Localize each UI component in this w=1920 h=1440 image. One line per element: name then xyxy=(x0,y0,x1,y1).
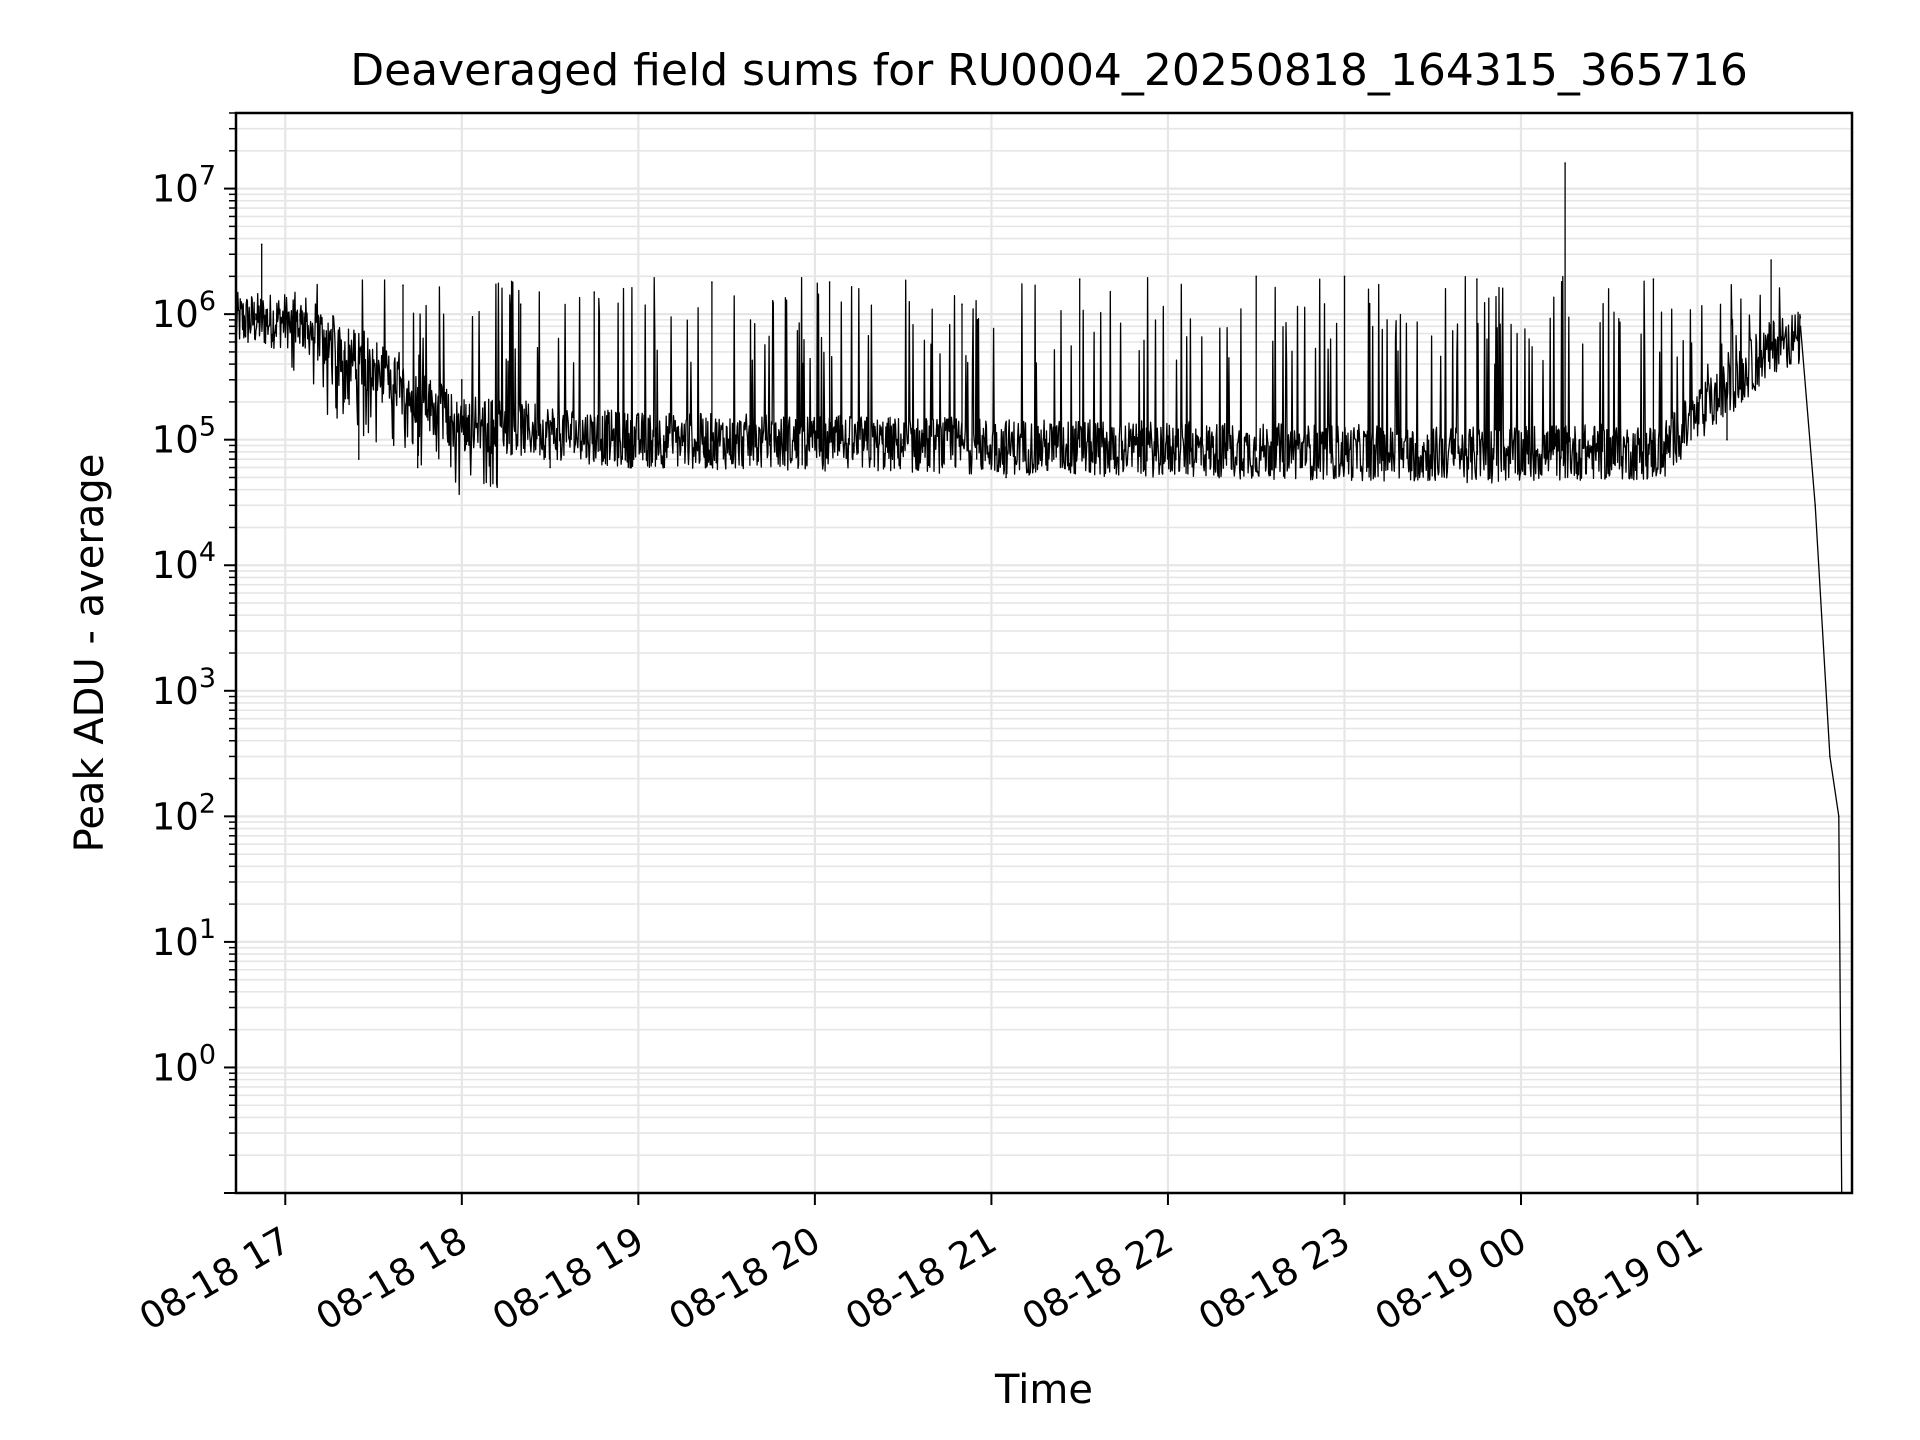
data-point xyxy=(255,313,257,315)
data-point xyxy=(490,451,493,453)
y-tick-label: 107 xyxy=(152,161,216,211)
data-point xyxy=(358,458,360,460)
series-layer xyxy=(234,162,1843,1194)
data-point xyxy=(1770,259,1772,261)
data-point xyxy=(711,281,713,283)
data-point xyxy=(1564,162,1566,164)
y-tick-label: 105 xyxy=(152,412,216,462)
y-tick-label: 103 xyxy=(152,663,216,713)
x-axis-label: Time xyxy=(994,1367,1093,1413)
y-tick-label: 100 xyxy=(152,1039,216,1089)
y-tick-label: 102 xyxy=(152,788,216,838)
grid xyxy=(236,112,1852,1195)
data-point xyxy=(1829,755,1831,758)
data-point xyxy=(1402,466,1405,469)
data-point xyxy=(549,466,551,469)
data-point xyxy=(1078,278,1081,280)
y-axis-label: Peak ADU - average xyxy=(67,454,113,853)
data-point xyxy=(1137,433,1140,436)
data-point xyxy=(961,303,963,306)
data-point xyxy=(260,243,263,246)
data-point xyxy=(1299,466,1302,469)
data-point xyxy=(519,303,522,306)
data-point xyxy=(828,281,831,283)
data-point xyxy=(269,319,272,321)
y-tick-label: 104 xyxy=(152,537,216,587)
data-point xyxy=(1005,476,1007,479)
data-point xyxy=(1343,275,1346,278)
data-point xyxy=(1799,325,1802,328)
data-point xyxy=(1255,275,1257,278)
data-point xyxy=(637,416,640,419)
data-point xyxy=(372,388,375,391)
data-point xyxy=(1838,815,1840,818)
data-point xyxy=(902,438,904,441)
data-point xyxy=(343,401,345,403)
data-point xyxy=(1652,278,1655,280)
data-point xyxy=(769,433,772,436)
data-point xyxy=(402,284,404,287)
data-point xyxy=(328,332,331,335)
data-point xyxy=(299,313,301,315)
chart-title: Deaveraged field sums for RU0004_2025081… xyxy=(350,45,1748,96)
data-point xyxy=(1726,438,1728,441)
data-point xyxy=(461,379,463,381)
data-point xyxy=(1167,458,1169,460)
data-point xyxy=(681,444,684,447)
data-point xyxy=(1476,278,1478,280)
y-tick-label: 101 xyxy=(152,914,216,964)
data-point xyxy=(593,291,595,293)
y-tick-label: 106 xyxy=(152,286,216,336)
data-point xyxy=(416,466,419,469)
data-point xyxy=(1814,504,1816,507)
data-point xyxy=(1579,438,1581,441)
